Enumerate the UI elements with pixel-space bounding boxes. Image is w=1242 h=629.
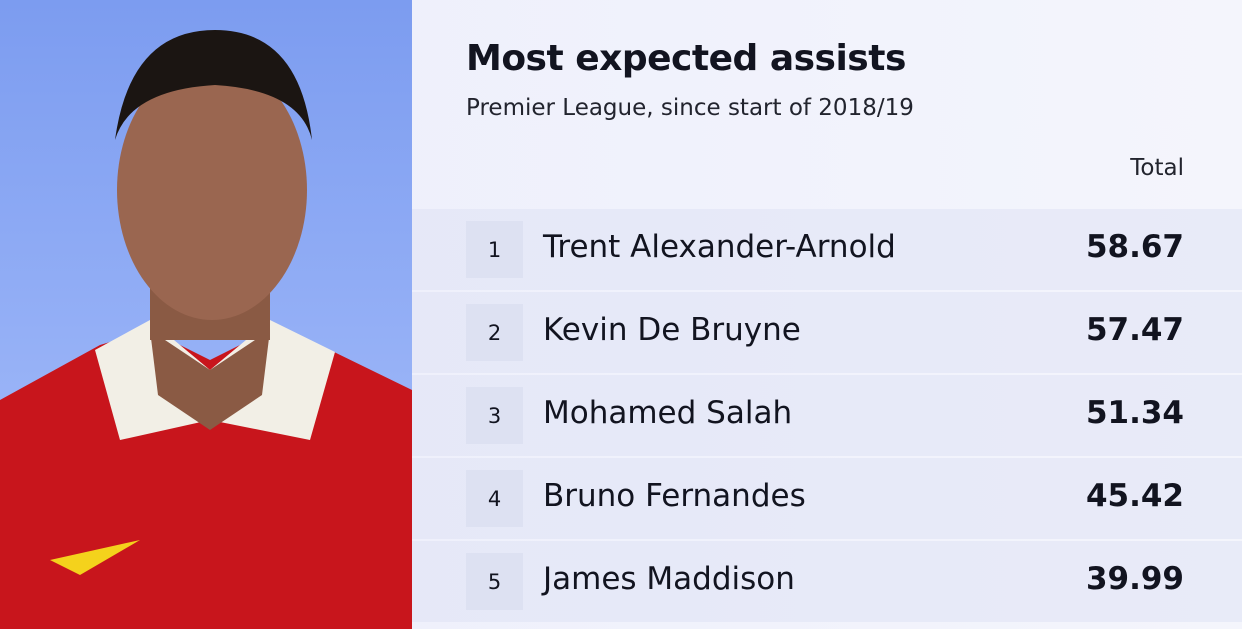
value: 45.42 <box>1085 478 1184 514</box>
column-header: Total <box>1130 155 1184 181</box>
title: Most expected assists <box>466 38 906 79</box>
player-name: Bruno Fernandes <box>543 478 806 514</box>
table-row: 5 James Maddison 39.99 <box>412 541 1242 622</box>
value: 39.99 <box>1085 561 1184 597</box>
table-row: 1 Trent Alexander-Arnold 58.67 <box>412 209 1242 290</box>
player-name: Kevin De Bruyne <box>543 312 801 348</box>
rank: 5 <box>466 553 523 610</box>
rank: 4 <box>466 470 523 527</box>
player-name: Trent Alexander-Arnold <box>543 229 896 265</box>
player-name: Mohamed Salah <box>543 395 793 431</box>
rank: 1 <box>466 221 523 278</box>
value: 51.34 <box>1085 395 1184 431</box>
value: 58.67 <box>1085 229 1184 265</box>
player-name: James Maddison <box>543 561 795 597</box>
table-row: 2 Kevin De Bruyne 57.47 <box>412 292 1242 373</box>
rank: 3 <box>466 387 523 444</box>
subtitle: Premier League, since start of 2018/19 <box>466 95 914 121</box>
table-row: 3 Mohamed Salah 51.34 <box>412 375 1242 456</box>
table-row: 4 Bruno Fernandes 45.42 <box>412 458 1242 539</box>
player-photo <box>0 0 412 629</box>
rank: 2 <box>466 304 523 361</box>
value: 57.47 <box>1085 312 1184 348</box>
